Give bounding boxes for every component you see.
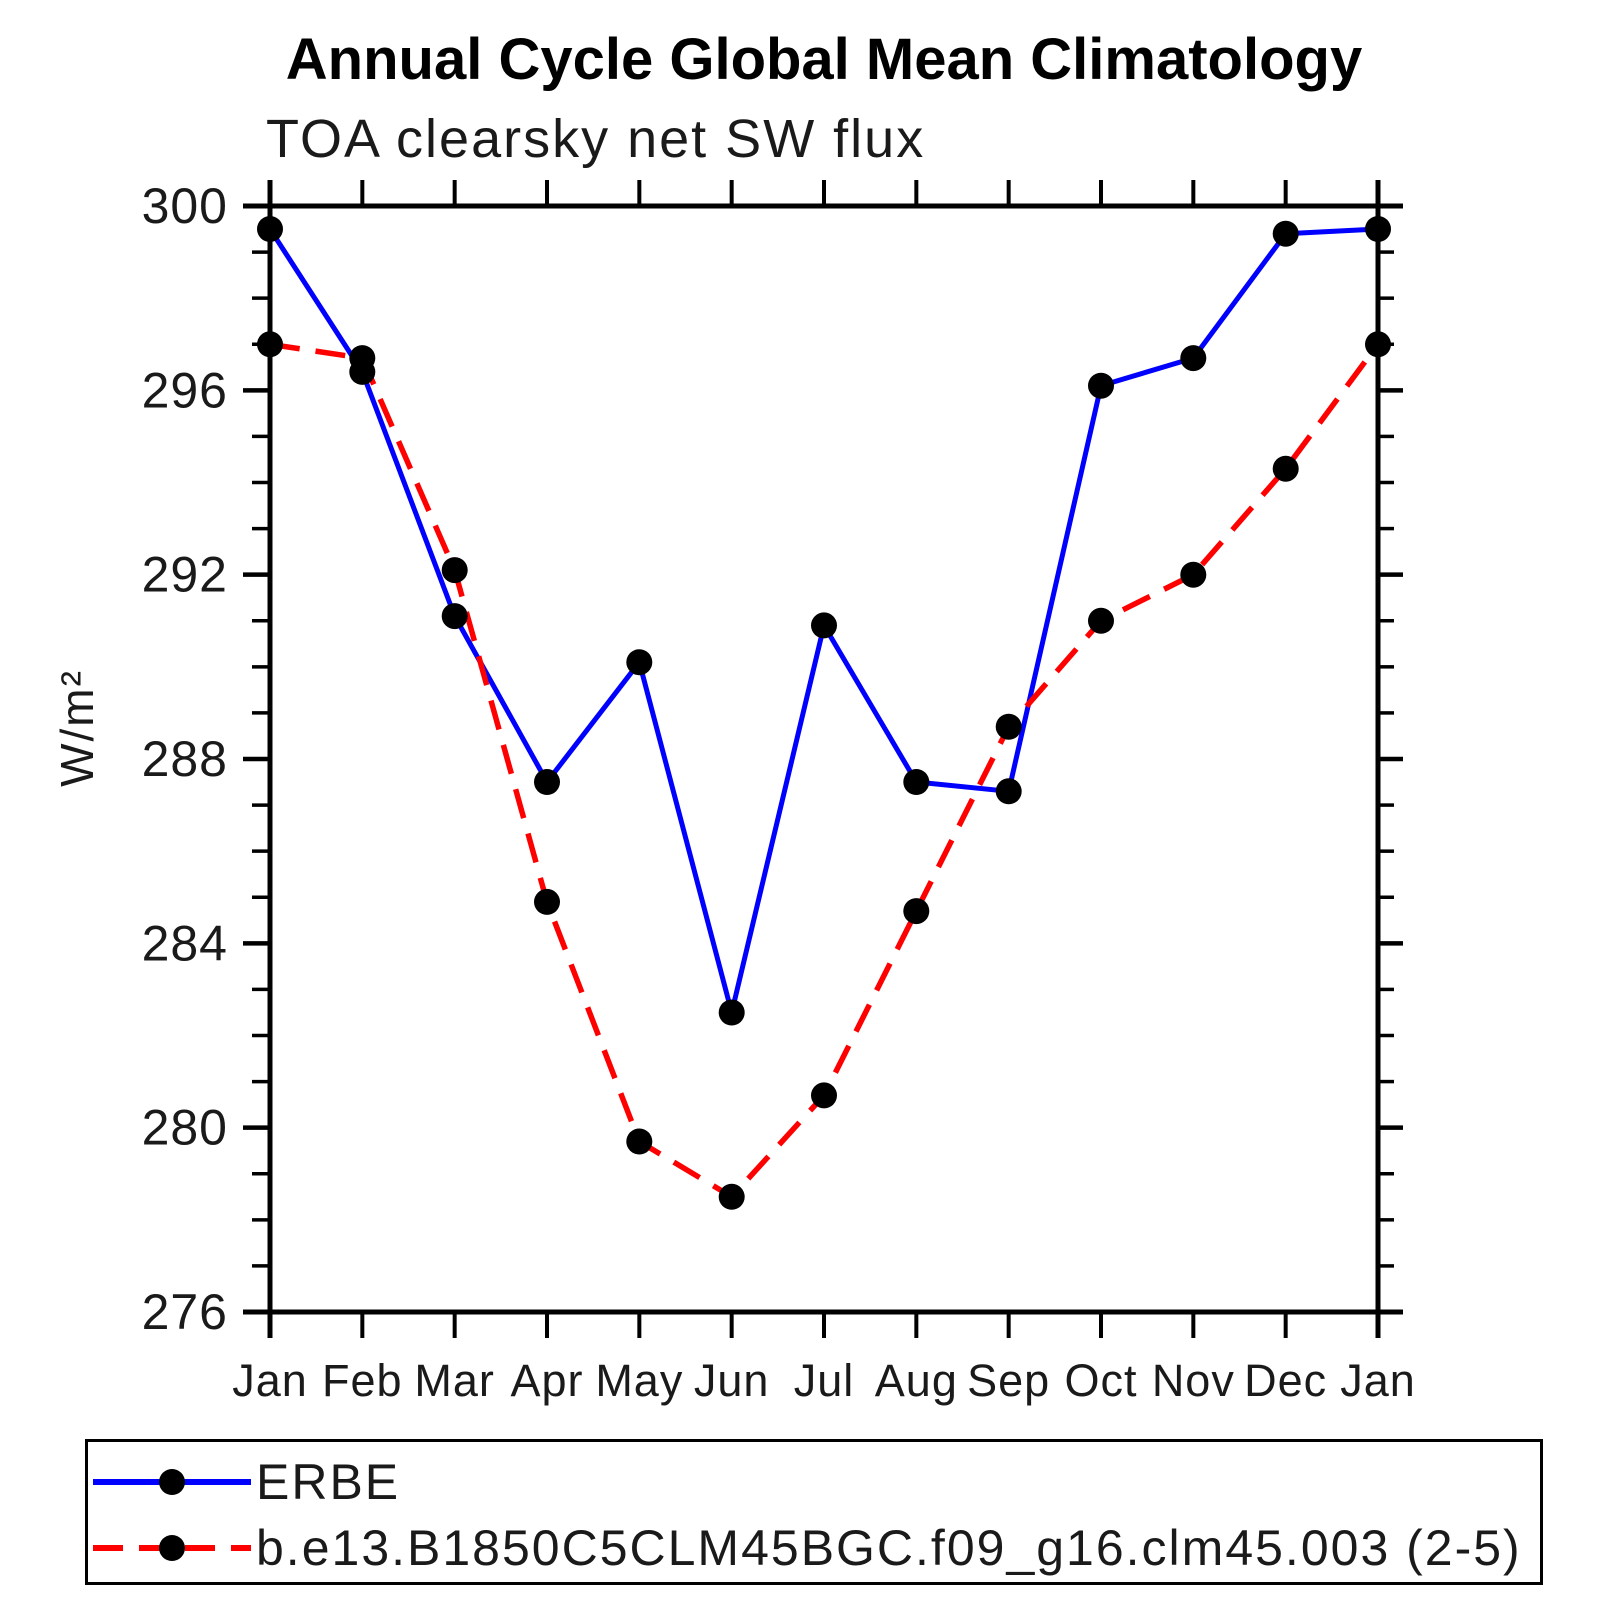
y-tick-label: 280	[142, 1100, 228, 1156]
data-point-marker-series-0	[441, 603, 468, 630]
x-tick-label: Oct	[1064, 1355, 1137, 1406]
x-tick-label: Sep	[967, 1355, 1050, 1406]
data-point-marker-series-0	[903, 769, 930, 795]
data-point-marker-series-0	[718, 999, 745, 1026]
data-point-marker-series-1	[626, 1128, 653, 1155]
x-tick-label: Jan	[232, 1355, 308, 1406]
data-point-marker-series-0	[1088, 372, 1114, 399]
data-point-marker-series-1	[1272, 455, 1299, 482]
x-tick-label: Aug	[875, 1355, 958, 1406]
data-point-marker-series-0	[1365, 216, 1391, 242]
data-point-marker-series-0	[1272, 220, 1299, 247]
x-tick-label: Feb	[322, 1355, 403, 1406]
chart-subtitle: TOA clearsky net SW flux	[266, 109, 926, 169]
data-point-marker-series-1	[1180, 561, 1207, 588]
x-tick-label: Apr	[510, 1355, 583, 1406]
x-tick-label: Mar	[414, 1355, 495, 1406]
data-point-marker-series-1	[349, 345, 376, 372]
data-point-marker-series-1	[718, 1183, 745, 1210]
legend-line-sample-model	[93, 1535, 251, 1561]
legend-label-erbe: ERBE	[256, 1454, 401, 1510]
series-line-1	[269, 341, 1381, 1200]
x-tick-label: Jun	[694, 1355, 770, 1406]
data-point-marker-series-1	[534, 888, 560, 915]
x-tick-label: May	[595, 1355, 683, 1406]
data-point-marker-series-1	[995, 713, 1022, 740]
data-point-marker-series-1	[1088, 607, 1114, 634]
legend-marker-dot	[159, 1535, 185, 1561]
data-point-marker-series-1	[1365, 331, 1391, 358]
y-tick-label: 300	[142, 178, 228, 234]
legend: ERBE b.e13.B1850C5CLM45BGC.f09_g16.clm45…	[85, 1439, 1543, 1585]
data-point-marker-series-0	[534, 769, 560, 795]
x-tick-label: Dec	[1244, 1355, 1327, 1406]
legend-item-erbe: ERBE	[93, 1454, 401, 1510]
data-point-marker-series-0	[626, 649, 653, 676]
data-point-marker-series-1	[257, 331, 283, 358]
legend-item-model: b.e13.B1850C5CLM45BGC.f09_g16.clm45.003 …	[93, 1520, 1522, 1576]
y-tick-label: 292	[142, 547, 228, 603]
data-point-marker-series-1	[441, 557, 468, 584]
y-tick-label: 296	[142, 362, 228, 418]
legend-marker-dot	[159, 1469, 185, 1495]
chart-title: Annual Cycle Global Mean Climatology	[285, 27, 1363, 92]
legend-line-sample-erbe	[93, 1469, 251, 1495]
data-point-marker-series-0	[257, 216, 283, 242]
x-tick-label: Jul	[794, 1355, 855, 1406]
y-tick-label: 284	[142, 915, 228, 971]
data-point-marker-series-0	[995, 778, 1022, 805]
x-tick-label: Jan	[1340, 1355, 1416, 1406]
data-point-marker-series-1	[903, 898, 930, 925]
data-point-marker-series-0	[811, 612, 837, 639]
data-point-marker-series-0	[1180, 345, 1207, 372]
data-point-marker-series-1	[811, 1082, 837, 1109]
x-tick-label: Nov	[1152, 1355, 1235, 1406]
y-tick-label: 276	[142, 1284, 228, 1340]
y-tick-label: 288	[142, 731, 228, 787]
legend-label-model: b.e13.B1850C5CLM45BGC.f09_g16.clm45.003 …	[256, 1520, 1522, 1576]
